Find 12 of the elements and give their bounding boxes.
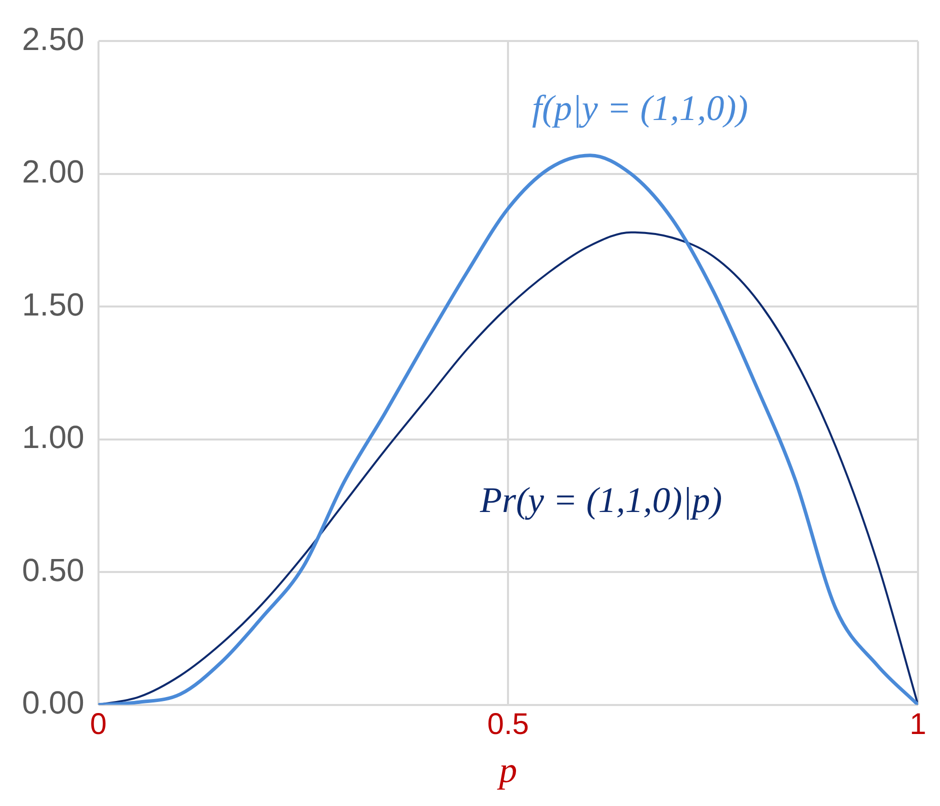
x-tick-label: 1 xyxy=(910,708,926,742)
x-axis-title: p xyxy=(496,750,518,790)
text: Pr(y = (1,1,0)|p) xyxy=(479,480,722,520)
x-tick-label: 0 xyxy=(90,708,107,742)
y-tick-label: 2.00 xyxy=(22,154,84,190)
x-tick-label: 0.5 xyxy=(487,708,529,742)
y-tick-label: 1.50 xyxy=(22,286,84,322)
y-tick-label: 2.50 xyxy=(22,21,84,58)
y-tick-label: 0.00 xyxy=(22,684,84,721)
series-label: f(p|y = (1,1,0)) xyxy=(532,88,748,128)
y-tick-label: 0.50 xyxy=(22,552,84,588)
y-tick-label: 1.00 xyxy=(22,419,84,456)
